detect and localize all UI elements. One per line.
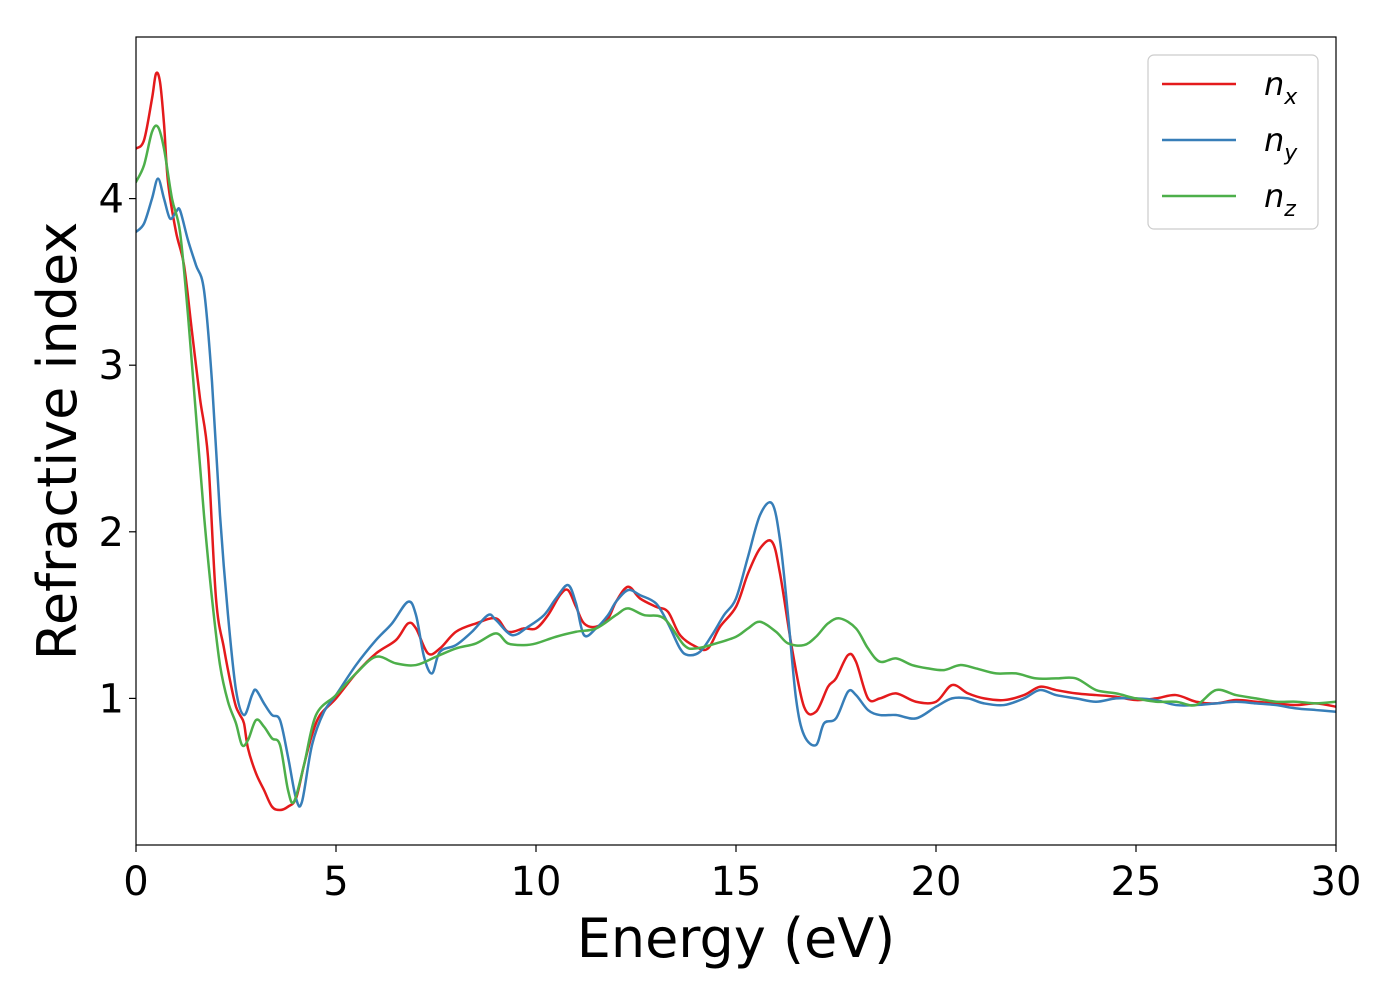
x-tick-label: 10 — [511, 859, 562, 905]
legend-label: ny — [1264, 121, 1298, 166]
legend-label-main: n — [1264, 121, 1284, 159]
x-tick-label: 0 — [123, 859, 148, 905]
x-tick-label: 25 — [1111, 859, 1162, 905]
x-tick-label: 15 — [711, 859, 762, 905]
series-line-nz — [136, 124, 1336, 805]
x-tick-label: 30 — [1311, 859, 1362, 905]
x-axis-title: Energy (eV) — [577, 907, 896, 970]
legend-label: nx — [1264, 65, 1298, 110]
y-tick-label: 4 — [99, 177, 124, 223]
series-layer — [136, 71, 1336, 812]
y-axis-ticks: 1 2 3 4 — [99, 177, 136, 722]
y-tick-label: 1 — [99, 676, 124, 722]
series-line-ny — [136, 177, 1336, 808]
x-tick-label: 5 — [323, 859, 348, 905]
legend-label-subscript: y — [1283, 141, 1298, 166]
x-axis-ticks: 0 5 10 15 20 25 30 — [123, 845, 1361, 905]
legend-label: nz — [1264, 177, 1296, 222]
legend-label-main: n — [1264, 177, 1284, 215]
y-tick-label: 3 — [99, 343, 124, 389]
legend-label-subscript: z — [1283, 197, 1296, 222]
y-axis-title: Refractive index — [26, 222, 89, 661]
legend-label-main: n — [1264, 65, 1284, 103]
legend-box — [1147, 54, 1319, 230]
legend-label-subscript: x — [1283, 85, 1298, 110]
x-tick-label: 20 — [911, 859, 962, 905]
y-tick-label: 2 — [99, 510, 124, 556]
